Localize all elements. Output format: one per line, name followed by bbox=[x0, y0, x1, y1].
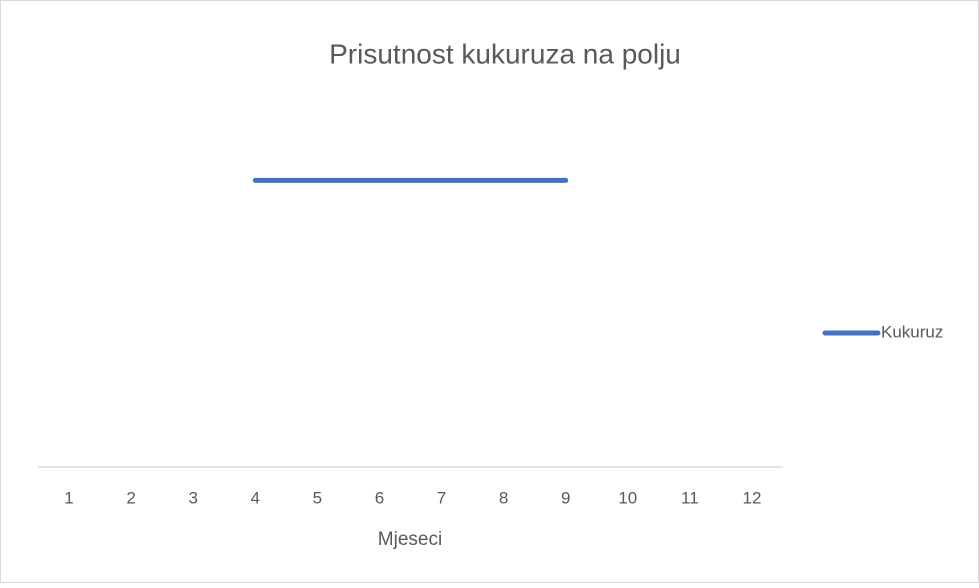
legend-label: Kukuruz bbox=[881, 322, 943, 341]
x-axis-title: Mjeseci bbox=[378, 529, 442, 550]
x-tick-label: 1 bbox=[64, 488, 73, 507]
x-tick-label: 10 bbox=[618, 488, 637, 507]
x-tick-label: 9 bbox=[561, 488, 570, 507]
x-tick-label: 2 bbox=[126, 488, 135, 507]
x-tick-label: 3 bbox=[188, 488, 197, 507]
x-tick-label: 11 bbox=[681, 488, 699, 507]
x-tick-label: 5 bbox=[313, 488, 322, 507]
x-tick-label: 6 bbox=[375, 488, 384, 507]
x-tick-label: 7 bbox=[437, 488, 446, 507]
x-tick-label: 4 bbox=[251, 488, 260, 507]
x-tick-label: 8 bbox=[499, 488, 508, 507]
x-tick-label: 12 bbox=[742, 488, 761, 507]
chart-title: Prisutnost kukuruza na polju bbox=[329, 38, 681, 69]
